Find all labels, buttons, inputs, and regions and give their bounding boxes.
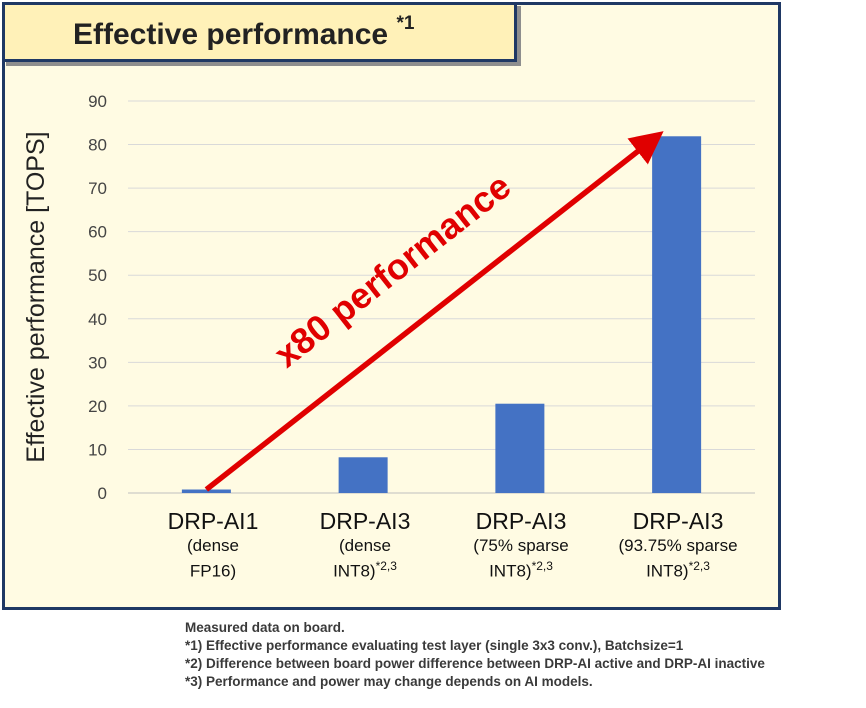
footnote-line: *2) Difference between board power diffe…	[185, 656, 765, 671]
category-name: DRP-AI3	[475, 508, 567, 534]
y-tick-label: 20	[88, 397, 107, 416]
category-detail: (dense	[339, 536, 391, 555]
category-label: DRP-AI3 (75% sparse INT8)*2,3	[436, 507, 606, 582]
category-label: DRP-AI1 (dense FP16)	[128, 507, 298, 582]
y-tick-label: 60	[88, 223, 107, 242]
y-tick-label: 40	[88, 310, 107, 329]
title-box: Effective performance *1	[2, 2, 517, 62]
chart-panel	[2, 2, 781, 610]
chart-title-footnote: *1	[396, 13, 415, 34]
y-tick-label: 80	[88, 136, 107, 155]
footnote-line: *3) Performance and power may change dep…	[185, 674, 593, 689]
category-label: DRP-AI3 (93.75% sparse INT8)*2,3	[593, 507, 763, 582]
category-label: DRP-AI3 (dense INT8)*2,3	[280, 507, 450, 582]
category-detail: (75% sparse	[473, 536, 569, 555]
bar	[181, 489, 231, 493]
category-name: DRP-AI3	[632, 508, 724, 534]
chart-title-text: Effective performance	[73, 18, 389, 51]
y-tick-label: 0	[98, 484, 107, 503]
category-detail: (dense	[187, 536, 239, 555]
y-tick-label: 30	[88, 353, 107, 372]
footnotes: Measured data on board. *1) Effective pe…	[185, 619, 765, 691]
bar	[495, 403, 545, 493]
category-detail: INT8)	[489, 561, 532, 581]
category-detail: FP16)	[189, 561, 237, 581]
y-tick-label: 50	[88, 266, 107, 285]
arrow-icon	[204, 131, 664, 492]
category-detail: INT8)	[333, 561, 376, 581]
category-detail: (93.75% sparse	[618, 536, 738, 555]
bar	[338, 457, 388, 493]
y-tick-label: 90	[88, 92, 107, 111]
y-axis-label: Effective performance [TOPS]	[22, 131, 50, 462]
category-footnote: *2,3	[688, 559, 710, 573]
footnote-line: *1) Effective performance evaluating tes…	[185, 638, 684, 653]
bar	[652, 136, 702, 493]
y-tick-label: 10	[88, 440, 107, 459]
chart-title: Effective performance *1	[73, 13, 414, 52]
category-name: DRP-AI3	[319, 508, 411, 534]
footnote-line: Measured data on board.	[185, 620, 345, 635]
category-footnote: *2,3	[375, 559, 397, 573]
category-detail: INT8)	[646, 561, 689, 581]
y-tick-label: 70	[88, 179, 107, 198]
category-name: DRP-AI1	[167, 508, 259, 534]
category-footnote: *2,3	[531, 559, 553, 573]
